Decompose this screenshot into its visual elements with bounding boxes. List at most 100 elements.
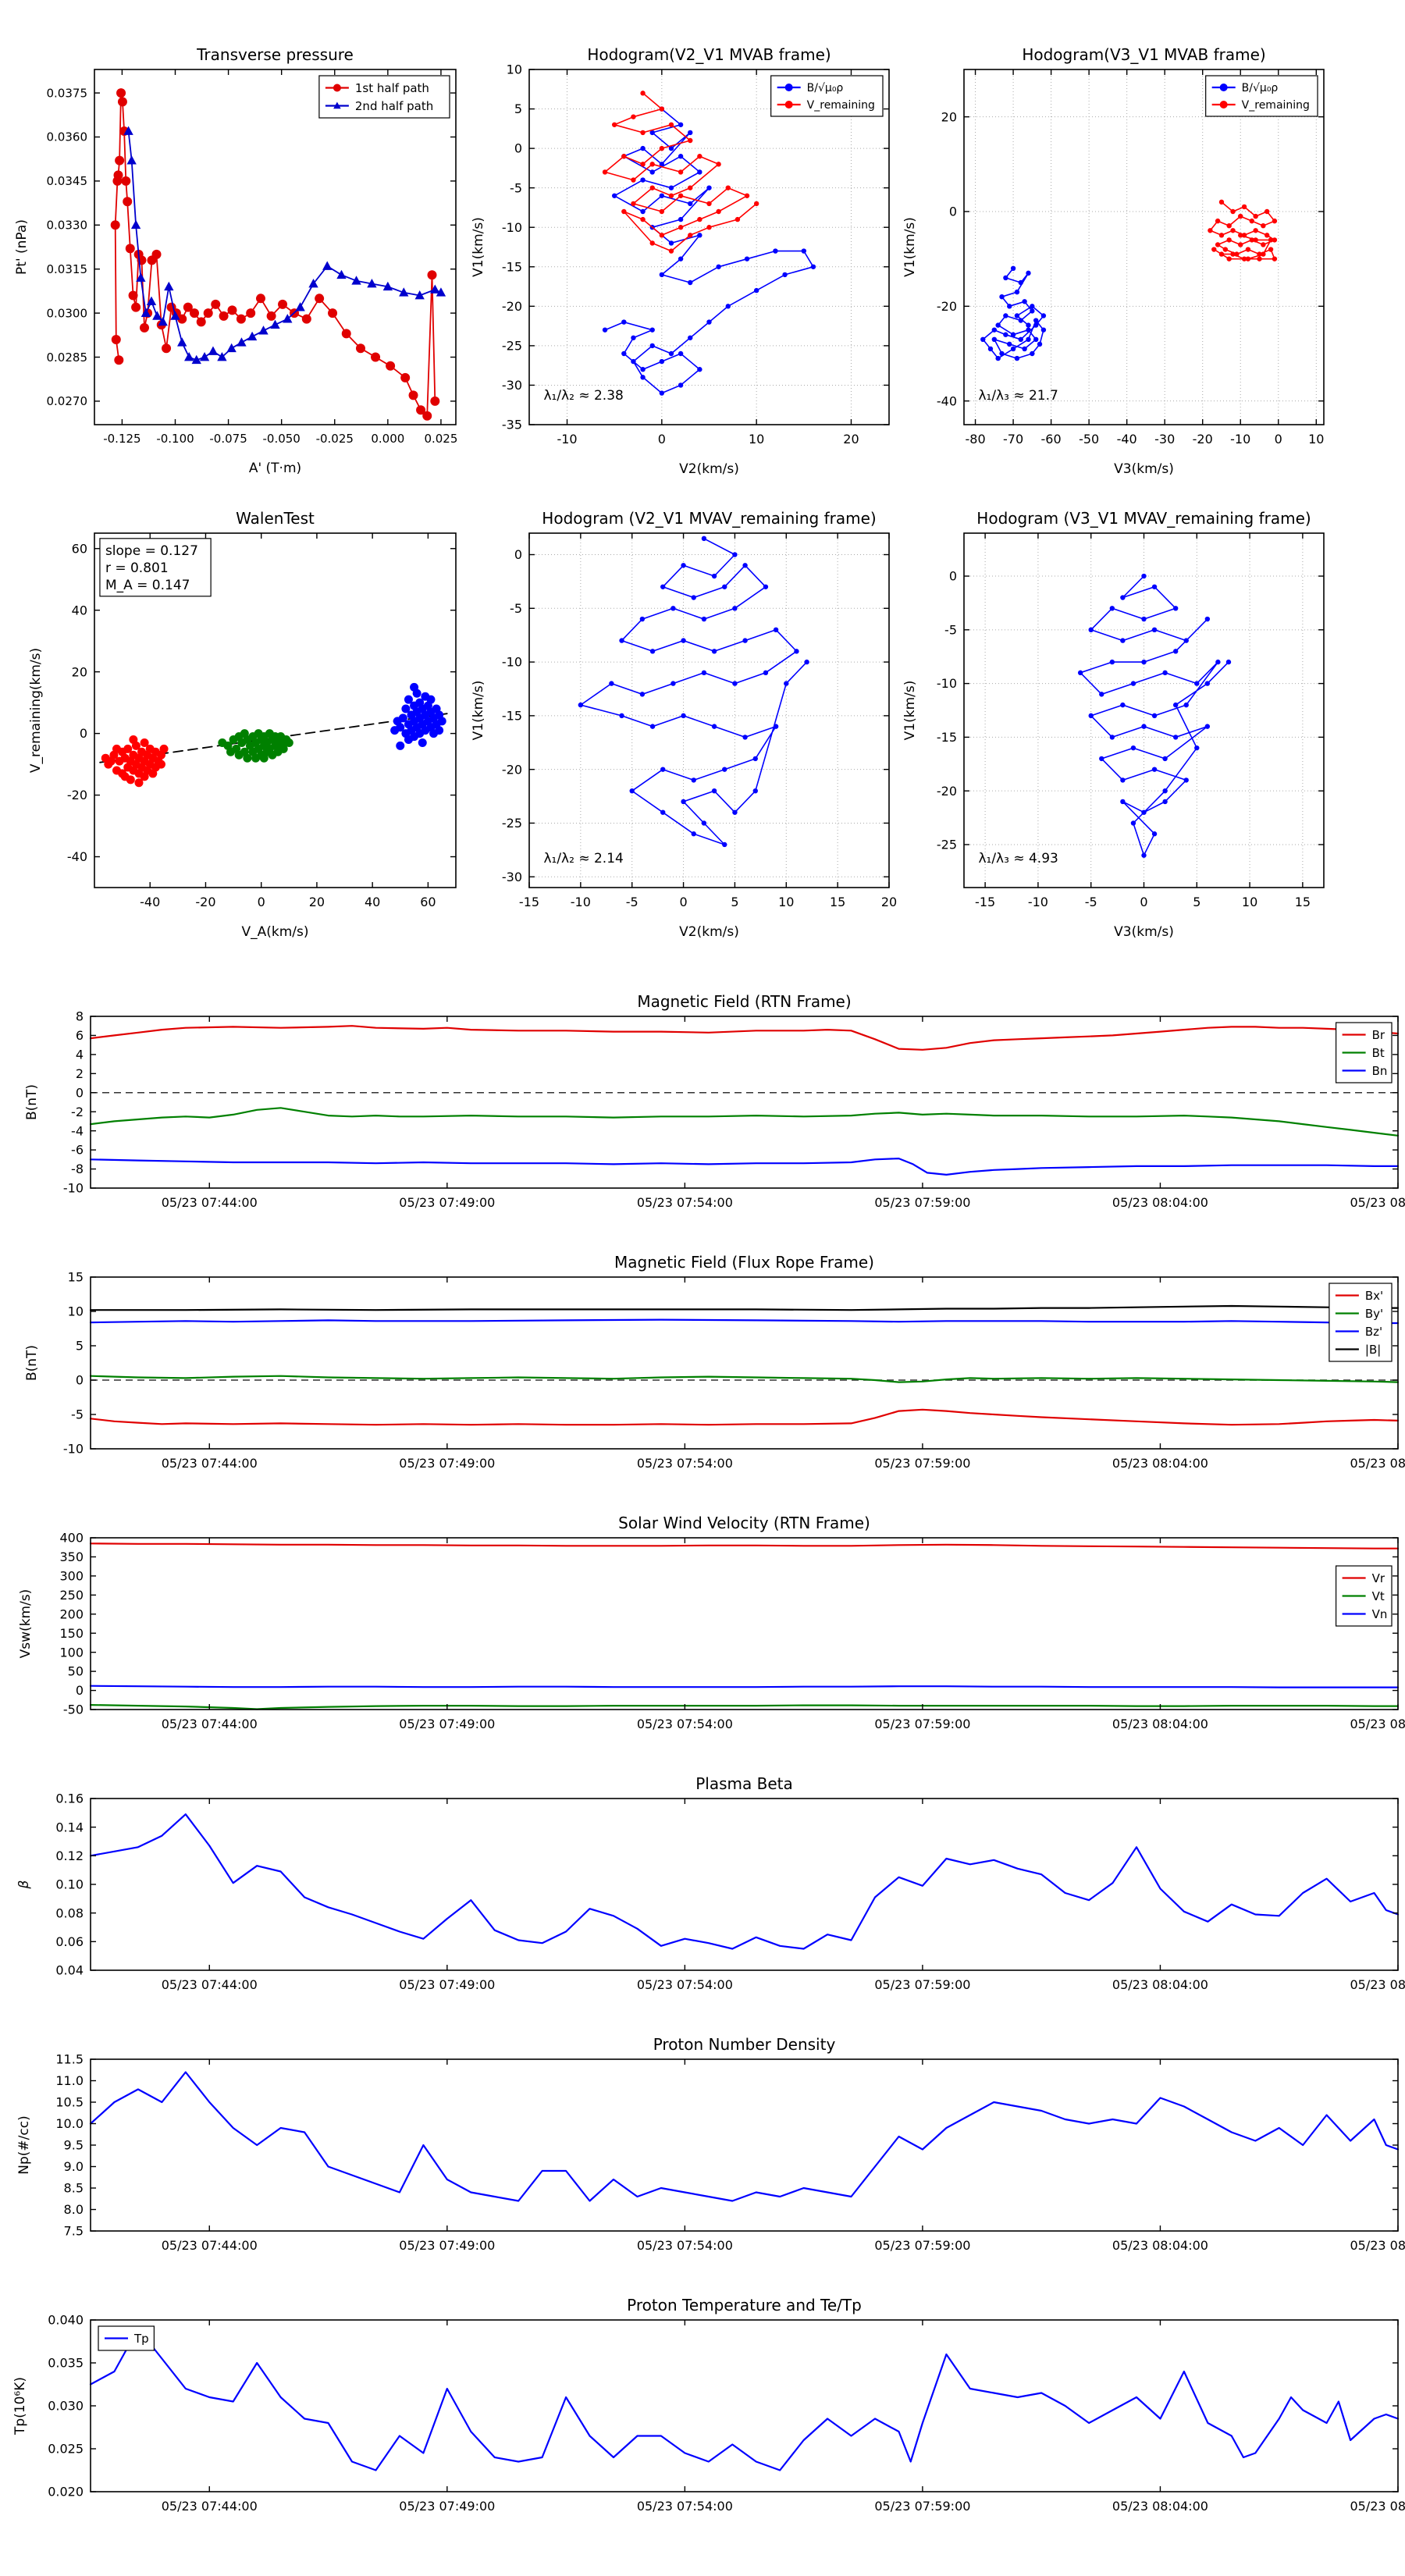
svg-text:4: 4 (76, 1047, 84, 1062)
mag-rtn-legend-label-bt: Bt (1372, 1046, 1385, 1060)
svg-text:-4: -4 (71, 1123, 84, 1138)
hodogram-v2v1-mvab-plot-area (529, 69, 889, 425)
svg-text:0.0270: 0.0270 (47, 394, 88, 408)
svg-text:300: 300 (59, 1568, 84, 1583)
svg-text:0.0285: 0.0285 (47, 350, 88, 365)
svg-text:5: 5 (731, 895, 738, 909)
svg-text:-0.125: -0.125 (103, 432, 140, 446)
mag-fluxrope-legend-label-b: |B| (1365, 1343, 1381, 1357)
svg-text:-20: -20 (937, 784, 957, 799)
walen-test-series-last-third (390, 682, 446, 750)
vsw-rtn-legend-label-vt: Vt (1372, 1589, 1385, 1603)
svg-text:05/23 08:04:00: 05/23 08:04:00 (1112, 1195, 1208, 1210)
proton-temp-ticks: 05/23 07:44:00 05/23 07:49:00 05/23 07:54:… (48, 2313, 1405, 2514)
svg-text:-20: -20 (502, 299, 522, 314)
panel-transverse-pressure: -0.125 -0.100 -0.075 -0.050 -0.025 0.000 0.025… (14, 45, 457, 476)
svg-text:05/23 07:54:00: 05/23 07:54:00 (637, 2499, 733, 2514)
svg-text:10: 10 (1242, 895, 1257, 909)
proton-density-title: Proton Number Density (653, 2035, 836, 2054)
svg-text:10: 10 (1308, 432, 1324, 447)
mag-rtn-series-br (89, 1025, 1400, 1051)
svg-text:0: 0 (76, 1373, 84, 1388)
svg-text:0: 0 (949, 569, 957, 584)
hodogram-v2v1-mvav-title: Hodogram (V2_V1 MVAV_remaining frame) (542, 509, 876, 528)
hodogram-v3v1-mvav-xlabel: V3(km/s) (1114, 924, 1174, 940)
svg-text:0.0345: 0.0345 (47, 174, 88, 188)
hodogram-v3v1-mvab-plot-area (964, 69, 1324, 425)
transverse-pressure-series-1st-half-path (110, 88, 440, 421)
hodogram-v3v1-mvav-plot-area (964, 533, 1324, 888)
svg-text:9.5: 9.5 (64, 2138, 84, 2153)
mag-fluxrope-legend-label-bz: Bz' (1365, 1325, 1382, 1339)
hodogram-v2v1-mvab-title: Hodogram(V2_V1 MVAB frame) (587, 45, 831, 64)
hodogram-v2v1-mvav-ticks: -15 -10 -5 0 5 10 15 20 0 -5 -10 -15 -20 -25 -30 (502, 533, 897, 909)
walen-test-xlabel: V_A(km/s) (241, 924, 308, 940)
hodogram-v2v1-mvab-legend-label-b: B/√μ₀ρ (807, 82, 844, 94)
panel-hodogram-v2v1-mvav: -15 -10 -5 0 5 10 15 20 0 -5 -10 -15 -20 -25 -30 Hodogr… (471, 509, 897, 940)
svg-text:-10: -10 (937, 676, 957, 691)
svg-text:-0.075: -0.075 (209, 432, 247, 446)
svg-text:05/23 07:49:00: 05/23 07:49:00 (399, 2499, 495, 2514)
svg-text:7.5: 7.5 (64, 2224, 84, 2239)
svg-text:λ₁/λ₂ ≈ 2.38: λ₁/λ₂ ≈ 2.38 (543, 388, 623, 404)
proton-density-plot-area (91, 2059, 1398, 2231)
vsw-rtn-legend-label-vr: Vr (1372, 1571, 1385, 1585)
proton-temp-series-tp (89, 2327, 1400, 2471)
svg-text:0.040: 0.040 (48, 2313, 84, 2328)
hodogram-v2v1-mvab-ticks: -10 0 10 20 10 5 0 -5 -10 -15 -20 -25 -30 -35 (502, 62, 889, 447)
panel-hodogram-v2v1-mvab: -10 0 10 20 10 5 0 -5 -10 -15 -20 -25 -30 -35 Hodogram… (471, 45, 890, 477)
svg-text:15: 15 (68, 1270, 84, 1285)
svg-text:-10: -10 (63, 1181, 84, 1196)
svg-text:-6: -6 (71, 1143, 84, 1158)
svg-text:0: 0 (1140, 895, 1147, 909)
svg-text:λ₁/λ₃ ≈ 4.93: λ₁/λ₃ ≈ 4.93 (978, 851, 1058, 866)
hodogram-v3v1-mvab-ylabel: V1(km/s) (902, 217, 918, 277)
svg-text:05/23 08:04:00: 05/23 08:04:00 (1112, 2499, 1208, 2514)
proton-temp-ylabel: Tp(10⁶K) (12, 2377, 28, 2435)
hodogram-v2v1-mvab-annotation-0: λ₁/λ₂ ≈ 2.38 (543, 388, 623, 404)
svg-text:5: 5 (1193, 895, 1200, 909)
svg-text:40: 40 (365, 895, 380, 909)
mag-rtn-series-bn (89, 1158, 1400, 1176)
svg-text:0: 0 (258, 895, 265, 909)
svg-text:0.04: 0.04 (55, 1963, 84, 1978)
hodogram-v2v1-mvav-series-v-hodogram (578, 535, 809, 848)
vsw-rtn-legend-label-vn: Vn (1372, 1607, 1388, 1621)
vsw-rtn-title: Solar Wind Velocity (RTN Frame) (618, 1514, 870, 1532)
panel-walen-test: -40 -20 0 20 40 60 60 40 20 0 -20 -40 WalenTest V_A(k… (28, 509, 457, 940)
mag-fluxrope-legend: Bx' By' Bz' |B| (1329, 1283, 1393, 1362)
vsw-rtn-ylabel: Vsw(km/s) (18, 1589, 34, 1659)
mag-rtn-legend-label-br: Br (1372, 1028, 1385, 1042)
svg-text:-25: -25 (502, 338, 522, 353)
proton-density-ylabel: Np(#/cc) (16, 2115, 32, 2174)
svg-text:-40: -40 (937, 393, 957, 408)
hodogram-v3v1-mvab-grid (964, 69, 1324, 425)
svg-text:-30: -30 (502, 870, 522, 884)
svg-text:400: 400 (59, 1531, 84, 1546)
svg-text:-10: -10 (571, 895, 591, 909)
walen-test-series-first-third (101, 735, 169, 788)
hodogram-v2v1-mvab-xlabel: V2(km/s) (679, 461, 739, 477)
svg-text:0: 0 (1275, 432, 1282, 447)
hodogram-v3v1-mvab-annotation-0: λ₁/λ₃ ≈ 21.7 (978, 388, 1058, 404)
transverse-pressure-axes-frame (94, 69, 457, 425)
svg-text:2: 2 (76, 1066, 84, 1081)
svg-text:-5: -5 (510, 601, 522, 616)
vsw-rtn-series-vn (89, 1685, 1400, 1688)
svg-text:6: 6 (76, 1028, 84, 1043)
hodogram-v3v1-mvab-series-v-remaining (1208, 199, 1278, 262)
svg-text:9.0: 9.0 (64, 2159, 84, 2174)
svg-text:20: 20 (309, 895, 325, 909)
svg-text:10.0: 10.0 (55, 2116, 84, 2131)
mag-fluxrope-series-bx-prime (89, 1408, 1400, 1426)
svg-text:05/23 07:44:00: 05/23 07:44:00 (162, 2499, 258, 2514)
hodogram-v2v1-mvav-xlabel: V2(km/s) (679, 924, 739, 940)
svg-text:05/23 08:04:00: 05/23 08:04:00 (1112, 1977, 1208, 1992)
proton-temp-plot-area (91, 2320, 1398, 2492)
hodogram-v2v1-mvav-annotation-0: λ₁/λ₂ ≈ 2.14 (543, 851, 623, 866)
svg-text:λ₁/λ₃ ≈ 21.7: λ₁/λ₃ ≈ 21.7 (978, 388, 1058, 404)
svg-text:-25: -25 (937, 838, 957, 852)
transverse-pressure-series-2nd-half-path (123, 126, 446, 365)
svg-text:-40: -40 (67, 849, 87, 864)
svg-text:05/23 08:09:00: 05/23 08:09:00 (1350, 1717, 1405, 1731)
